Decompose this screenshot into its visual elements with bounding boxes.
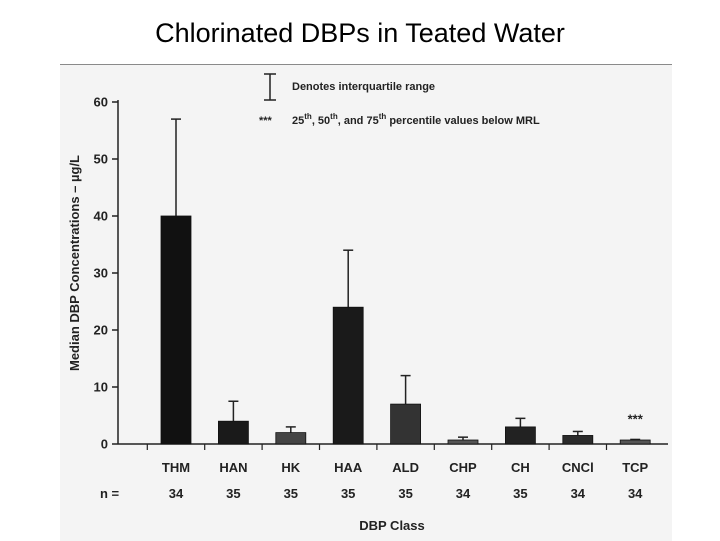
x-category-label: CNCl xyxy=(562,460,594,475)
bar xyxy=(447,439,479,445)
y-tick-label: 50 xyxy=(94,152,108,167)
y-tick-label: 40 xyxy=(94,209,108,224)
bar xyxy=(390,403,422,445)
legend-mrl-marker: *** xyxy=(259,115,273,127)
chart-legend: Denotes interquartile range *** 25th, 50th… xyxy=(259,73,540,127)
n-value: 35 xyxy=(513,486,527,501)
y-tick-label: 30 xyxy=(94,266,108,281)
legend-iqr-label: Denotes interquartile range xyxy=(292,81,435,93)
bar xyxy=(619,439,651,445)
bar xyxy=(160,215,192,445)
bar xyxy=(275,432,307,445)
x-category-label: HK xyxy=(281,460,300,475)
x-category-label: ALD xyxy=(392,460,419,475)
n-row-label: n = xyxy=(100,486,120,501)
bar xyxy=(504,426,536,445)
mrl-annotation: *** xyxy=(628,411,644,426)
x-axis-title: DBP Class xyxy=(359,518,425,533)
x-category-label: HAN xyxy=(219,460,247,475)
n-value: 35 xyxy=(226,486,240,501)
legend-mrl-label: 25th, 50th, and 75th percentile values b… xyxy=(292,112,540,127)
x-category-label: TCP xyxy=(622,460,648,475)
n-value: 35 xyxy=(341,486,355,501)
x-category-label: HAA xyxy=(334,460,363,475)
n-value: 34 xyxy=(169,486,184,501)
bar xyxy=(332,306,364,445)
x-category-label: CH xyxy=(511,460,530,475)
chart-axes: 0 10 20 30 40 50 60 Median DBP Concentrations –… xyxy=(67,95,668,533)
y-tick-label: 0 xyxy=(101,437,108,452)
n-value: 34 xyxy=(571,486,586,501)
y-axis-title: Median DBP Concentrations – µg/L xyxy=(67,155,82,371)
n-value: 35 xyxy=(398,486,412,501)
y-tick-label: 60 xyxy=(94,95,108,110)
x-category-label: THM xyxy=(162,460,190,475)
n-value: 34 xyxy=(456,486,471,501)
n-value: 35 xyxy=(284,486,298,501)
bar xyxy=(562,435,594,445)
n-value: 34 xyxy=(628,486,643,501)
chart-bars: *** xyxy=(160,118,651,445)
bar xyxy=(217,420,249,445)
x-category-label: CHP xyxy=(449,460,477,475)
y-tick-label: 10 xyxy=(94,380,108,395)
slide-title: Chlorinated DBPs in Teated Water xyxy=(155,18,565,48)
y-tick-label: 20 xyxy=(94,323,108,338)
